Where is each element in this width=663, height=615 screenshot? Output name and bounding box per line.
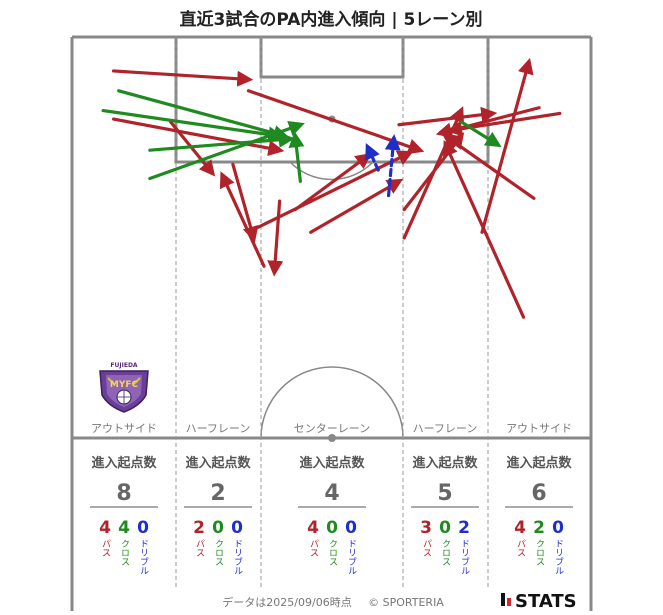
lane-1-pass-count: 4 [99, 518, 111, 538]
lane-label-3: センターレーン [294, 422, 370, 435]
copyright: © SPORTERIA [368, 596, 444, 609]
arrow-pass-5 [111, 69, 254, 87]
lane-labels: アウトサイド ハーフレーン センターレーン ハーフレーン アウトサイド [91, 422, 572, 435]
lane-5-dribble-count: 0 [552, 518, 564, 538]
arrow-pass-7 [293, 153, 372, 212]
lane-1-pass-label: パス [100, 539, 111, 557]
arrow-cross-0 [117, 89, 290, 141]
lane-4-header: 進入起点数 [412, 455, 478, 471]
lane-3-header: 進入起点数 [299, 455, 365, 471]
arrow-cross-4 [288, 131, 305, 183]
lane-stats: 進入起点数84パス4クロス0ドリブル進入起点数22パス0クロス0ドリブル進入起点… [90, 455, 573, 575]
lane-2-pass-count: 2 [193, 518, 205, 538]
arrow-layer [101, 57, 562, 319]
lane-2-dribble-label: ドリブル [232, 539, 243, 575]
lane-1-total: 8 [116, 481, 131, 506]
penalty-area [174, 37, 490, 164]
arrow-pass-1 [111, 117, 285, 156]
goal-area [259, 37, 405, 79]
pitch [70, 35, 593, 611]
arrow-pass-14 [480, 57, 534, 234]
lane-5-pass-count: 4 [514, 518, 526, 538]
lane-3-cross-label: クロス [327, 539, 337, 566]
footer: データは2025/09/06時点 © SPORTERIA STATS [222, 591, 577, 612]
lane-3-dribble-label: ドリブル [346, 539, 357, 575]
lane-5-dribble-label: ドリブル [553, 539, 564, 575]
lane-2-dribble-count: 0 [231, 518, 243, 538]
lane-2-cross-label: クロス [213, 539, 223, 566]
arrow-pass-0 [219, 171, 266, 268]
lane-3-pass-count: 4 [307, 518, 319, 538]
chart-title: 直近3試合のPA内進入傾向 | 5レーン別 [180, 9, 483, 30]
arrow-pass-12 [441, 133, 536, 200]
lane-1-header: 進入起点数 [91, 455, 157, 471]
arrow-cross-1 [148, 120, 305, 181]
arrow-pass-4 [267, 199, 284, 277]
lane-4-pass-label: パス [421, 539, 432, 557]
lane-label-1: アウトサイド [91, 422, 157, 435]
lane-4-total: 5 [437, 481, 452, 506]
lane-3-dribble-count: 0 [345, 518, 357, 538]
lane-5-pass-label: パス [515, 539, 526, 557]
lane-5-cross-count: 2 [533, 518, 545, 538]
lane-4-dribble-count: 2 [458, 518, 470, 538]
lane-4-dribble-label: ドリブル [459, 539, 470, 575]
lane-3-pass-label: パス [308, 539, 319, 557]
lane-1-dribble-label: ドリブル [138, 539, 149, 575]
lane-4-pass-count: 3 [420, 518, 432, 538]
crest-main-text: MYFC [110, 380, 139, 390]
lane-label-4: ハーフレーン [413, 422, 478, 435]
arrow-cross-2 [148, 131, 295, 152]
lane-3-total: 4 [324, 481, 339, 506]
arrow-cross-5 [459, 120, 502, 148]
brand-text: STATS [515, 591, 577, 611]
lane-4-cross-label: クロス [440, 539, 450, 566]
lane-2-pass-label: パス [194, 539, 205, 557]
lane-5-header: 進入起点数 [506, 455, 572, 471]
lane-2-total: 2 [210, 481, 225, 506]
center-circle [260, 366, 404, 439]
arrow-dribble-0 [365, 143, 380, 172]
lane-2-header: 進入起点数 [185, 455, 251, 471]
lane-5-total: 6 [531, 481, 546, 506]
arrow-dribble-1 [384, 134, 401, 198]
lane-1-dribble-count: 0 [137, 518, 149, 538]
arrow-pass-3 [231, 162, 259, 243]
lane-4-cross-count: 0 [439, 518, 451, 538]
arrow-pass-16 [442, 140, 526, 319]
lane-2-cross-count: 0 [212, 518, 224, 538]
center-spot [328, 434, 336, 442]
lane-label-2: ハーフレーン [186, 422, 251, 435]
lane-3-cross-count: 0 [326, 518, 338, 538]
lane-5-cross-label: クロス [534, 539, 544, 566]
arrow-pass-9 [309, 178, 404, 234]
crest-top-text: FUJIEDA [110, 362, 138, 369]
lane-label-5: アウトサイド [506, 422, 572, 435]
stats-logo-icon: STATS [501, 591, 577, 612]
lane-1-cross-label: クロス [119, 539, 129, 566]
arrow-cross-3 [101, 108, 285, 143]
data-date: データは2025/09/06時点 [222, 595, 351, 609]
lane-1-cross-count: 4 [118, 518, 130, 538]
arrow-pass-17 [397, 106, 498, 127]
fujieda-myfc-crest-icon: FUJIEDA MYFC [99, 362, 149, 413]
arrow-pass-8 [252, 150, 414, 232]
